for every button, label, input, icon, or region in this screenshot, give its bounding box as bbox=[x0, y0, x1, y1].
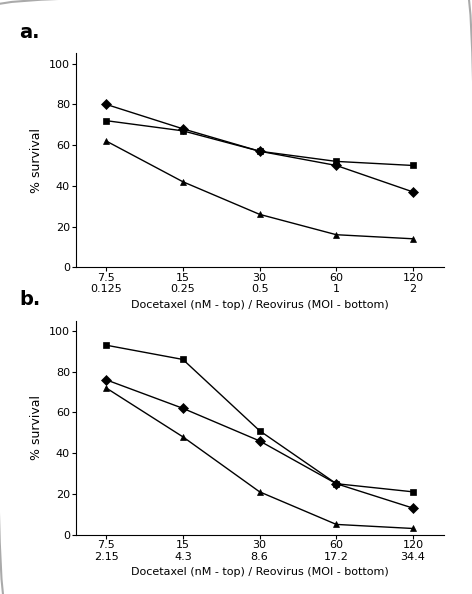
Text: a.: a. bbox=[19, 23, 39, 42]
X-axis label: Docetaxel (nM - top) / Reovirus (MOI - bottom): Docetaxel (nM - top) / Reovirus (MOI - b… bbox=[131, 567, 388, 577]
Y-axis label: % survival: % survival bbox=[30, 395, 43, 460]
Text: b.: b. bbox=[19, 290, 40, 309]
Y-axis label: % survival: % survival bbox=[30, 128, 43, 193]
X-axis label: Docetaxel (nM - top) / Reovirus (MOI - bottom): Docetaxel (nM - top) / Reovirus (MOI - b… bbox=[131, 300, 388, 310]
